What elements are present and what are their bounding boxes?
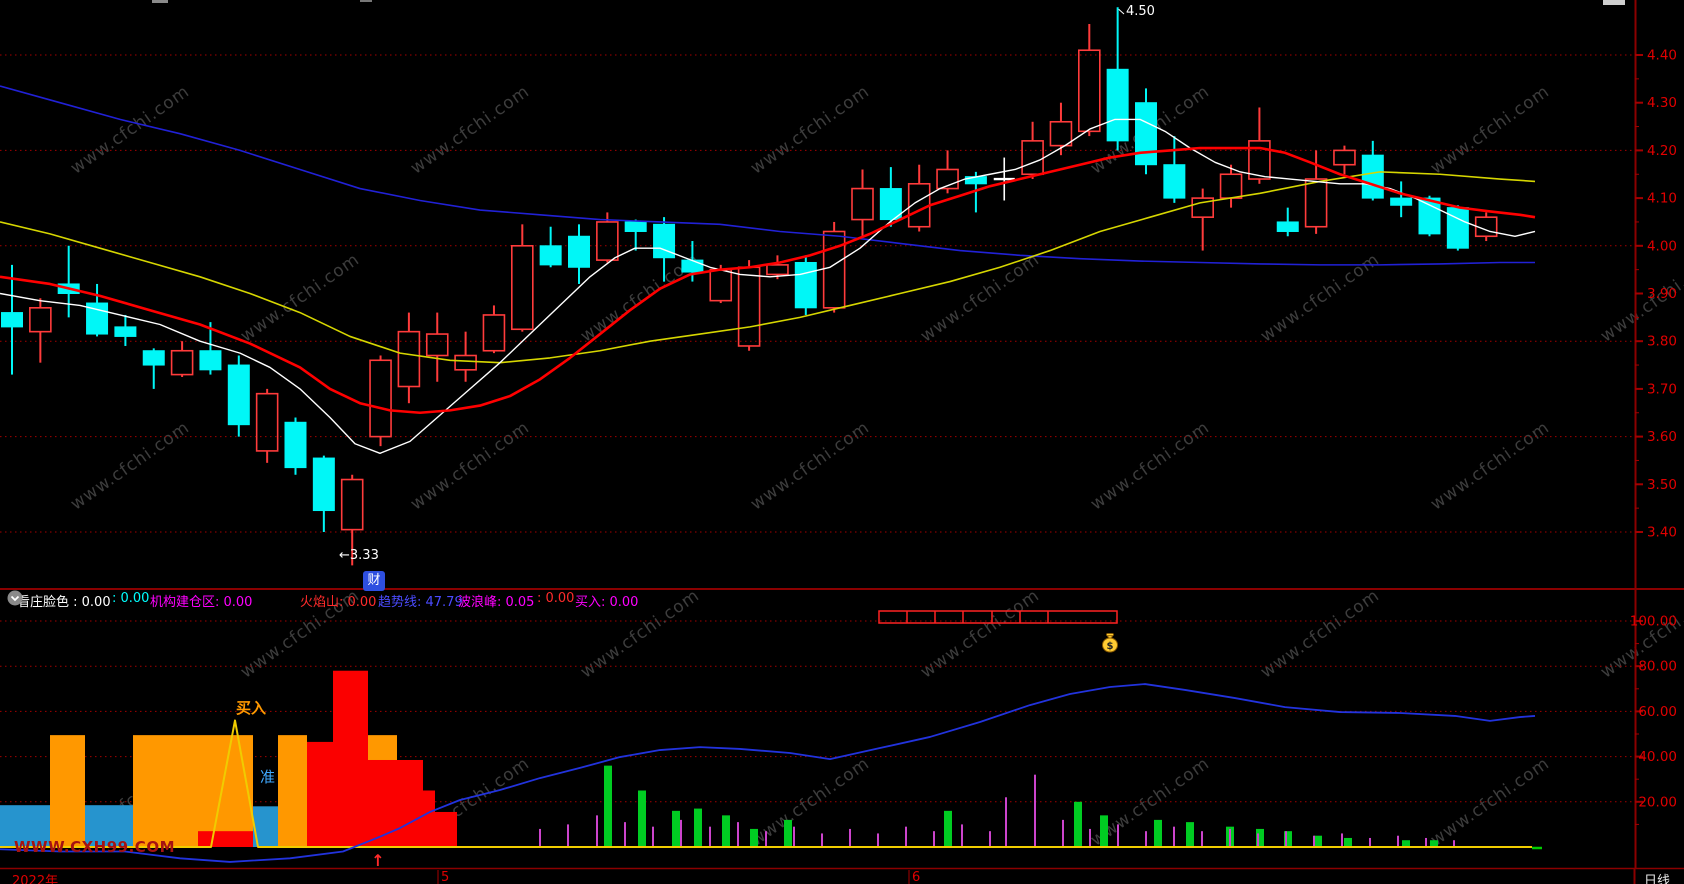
svg-text:3.70: 3.70 xyxy=(1647,381,1677,397)
svg-text:4.40: 4.40 xyxy=(1647,48,1677,64)
period-selector[interactable]: 日线 xyxy=(1644,874,1671,884)
indicator-label-4: 趋势线: 47.79 xyxy=(378,595,463,610)
cai-signal-badge: 财 xyxy=(363,571,385,591)
svg-text:4.00: 4.00 xyxy=(1647,238,1677,254)
svg-text:3.80: 3.80 xyxy=(1647,334,1677,350)
svg-text:3.90: 3.90 xyxy=(1647,286,1677,302)
indicator-legend-bar: 看庄脸色 : 0.00: 0.00 机构建仓区: 0.00 火焰山: 0.00 趋势线… xyxy=(0,590,1635,610)
svg-text:$: $ xyxy=(1107,641,1114,652)
svg-text:4.20: 4.20 xyxy=(1647,143,1677,159)
indicator-pane: ↑ xyxy=(0,610,1635,870)
time-axis-bar: 2022年 日线 5 6 xyxy=(0,869,1684,884)
svg-text:80.00: 80.00 xyxy=(1638,659,1677,675)
year-label: 2022年 xyxy=(12,874,59,884)
svg-text:100.00: 100.00 xyxy=(1630,614,1677,630)
signal-ladder-box xyxy=(878,610,1118,624)
buy-signal-label: 买入 xyxy=(236,699,267,717)
month-tick-label: 5 xyxy=(441,870,450,884)
svg-text:40.00: 40.00 xyxy=(1638,749,1677,765)
svg-text:60.00: 60.00 xyxy=(1638,704,1677,720)
up-arrow-marker: ↑ xyxy=(371,851,384,870)
svg-text:20.00: 20.00 xyxy=(1638,794,1677,810)
high-price-annotation: 4.50 xyxy=(1126,4,1155,19)
indicator-label-7: 买入: 0.00 xyxy=(575,595,639,610)
indicator-label-2: 机构建仓区: 0.00 xyxy=(150,595,253,610)
site-watermark-bottom: WWW.CXH99.COM xyxy=(14,838,175,856)
money-bag-icon: $ xyxy=(1098,630,1122,654)
cropped-toolbar-remnant xyxy=(152,0,168,3)
svg-text:4.10: 4.10 xyxy=(1647,191,1677,207)
price-gridlines xyxy=(0,54,1635,533)
month-tick-label: 6 xyxy=(912,870,921,884)
zhun-signal-label: 准 xyxy=(260,768,276,786)
collapse-indicator-icon[interactable] xyxy=(7,590,23,606)
cropped-toolbar-remnant xyxy=(1603,0,1625,5)
svg-text:3.50: 3.50 xyxy=(1647,477,1677,493)
indicator-label-1: : 0.00 xyxy=(112,591,150,606)
moving-average-lines xyxy=(0,85,1536,454)
indicator-label-3: 火焰山: 0.00 xyxy=(300,595,377,610)
svg-text:3.40: 3.40 xyxy=(1647,525,1677,541)
svg-text:4.30: 4.30 xyxy=(1647,95,1677,111)
indicator-label-5: 波浪峰: 0.05 xyxy=(458,595,535,610)
svg-text:3.60: 3.60 xyxy=(1647,429,1677,445)
cropped-toolbar-remnant xyxy=(360,0,372,2)
indicator-label-0: 看庄脸色 : 0.00 xyxy=(17,595,111,610)
candlestick-series xyxy=(1,7,1498,566)
indicator-label-6: : 0.00 xyxy=(537,591,575,606)
low-price-annotation: ←3.33 xyxy=(339,548,379,563)
